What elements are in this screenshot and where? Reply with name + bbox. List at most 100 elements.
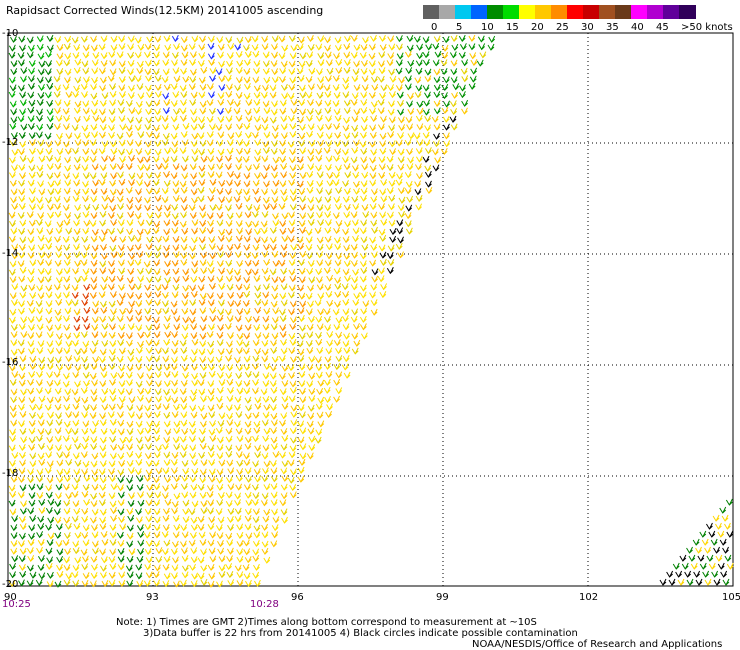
wind-barb [170,482,178,490]
wind-barb [9,139,17,147]
wind-barb [307,427,315,435]
wind-barb [163,363,171,371]
wind-barb [252,571,260,579]
wind-barb [101,92,109,100]
wind-barb [216,139,224,147]
wind-barb [54,202,61,210]
wind-barb [10,68,18,76]
wind-barb [351,219,359,227]
wind-barb [397,236,404,244]
wind-barb [386,267,394,275]
wind-barb [18,515,26,523]
wind-barb [54,210,62,218]
wind-barb [297,242,305,250]
wind-barb [163,244,171,252]
wind-barb [225,476,233,484]
wind-barb [18,532,26,540]
wind-barb [154,491,162,499]
wind-barb [369,107,376,115]
wind-barb [74,276,82,284]
wind-barb [388,68,395,76]
wind-barb [89,155,97,163]
wind-barb [270,108,278,116]
wind-barb [190,547,198,555]
wind-barb [441,51,449,59]
wind-barb [190,556,198,564]
wind-barb [261,210,269,219]
wind-barb [101,194,109,202]
wind-barb [189,475,197,483]
wind-barb [253,67,260,75]
wind-barb [161,291,169,299]
wind-barb [10,348,18,356]
wind-barb [91,228,99,236]
wind-barb [280,299,288,307]
wind-barb [226,395,234,403]
wind-barb [62,372,70,380]
wind-barb [126,219,134,227]
wind-barb [414,76,422,84]
wind-barb [162,355,170,363]
wind-barb [63,507,71,515]
legend-swatch [455,5,472,19]
wind-barb [136,580,144,588]
wind-barb [109,59,117,67]
wind-barb [153,579,161,587]
wind-barb [262,146,270,155]
wind-barb [135,420,143,428]
wind-barb [109,163,117,171]
wind-barb [308,67,316,75]
wind-barb [36,76,44,84]
wind-barb [18,202,26,210]
wind-barb [153,427,161,435]
wind-barb [308,315,315,323]
wind-barb [477,35,485,43]
wind-barb [450,108,458,116]
wind-barb [99,483,107,491]
wind-barb [360,147,368,155]
wind-barb [36,412,44,420]
wind-barb [8,579,16,587]
wind-barb [297,258,305,266]
wind-barb [64,156,72,164]
wind-barb [244,491,252,499]
wind-barb [29,515,37,523]
wind-barb [110,44,118,52]
wind-barb [271,124,279,132]
wind-barb [197,572,205,580]
wind-barb [74,139,82,147]
wind-barb [361,203,369,211]
wind-barb [55,251,63,259]
wind-barb [416,139,424,147]
wind-barb [344,171,352,179]
wind-barb [26,564,34,572]
wind-barb [134,468,142,476]
wind-barb [28,370,36,378]
wind-barb [144,291,152,299]
wind-barb [190,323,198,331]
wind-barb [208,363,215,371]
wind-barb [146,35,154,43]
wind-barb [243,572,251,580]
wind-barb [26,36,34,44]
wind-barb [395,67,403,75]
wind-barb [19,236,27,244]
wind-barb [56,44,64,52]
wind-barb [387,131,395,139]
wind-barb [713,578,721,586]
wind-barb [91,67,99,75]
wind-barb [261,547,269,555]
wind-barb [279,220,287,228]
wind-barb [54,179,62,187]
wind-barb [289,380,297,388]
wind-barb [65,299,73,307]
wind-barb [251,483,259,491]
wind-barb [197,515,205,523]
wind-barb [469,75,477,83]
wind-barb [307,219,315,227]
wind-barb [10,532,18,540]
wind-barb [191,379,199,387]
wind-barb [171,379,178,387]
wind-barb [126,532,134,540]
wind-barb [450,68,458,76]
